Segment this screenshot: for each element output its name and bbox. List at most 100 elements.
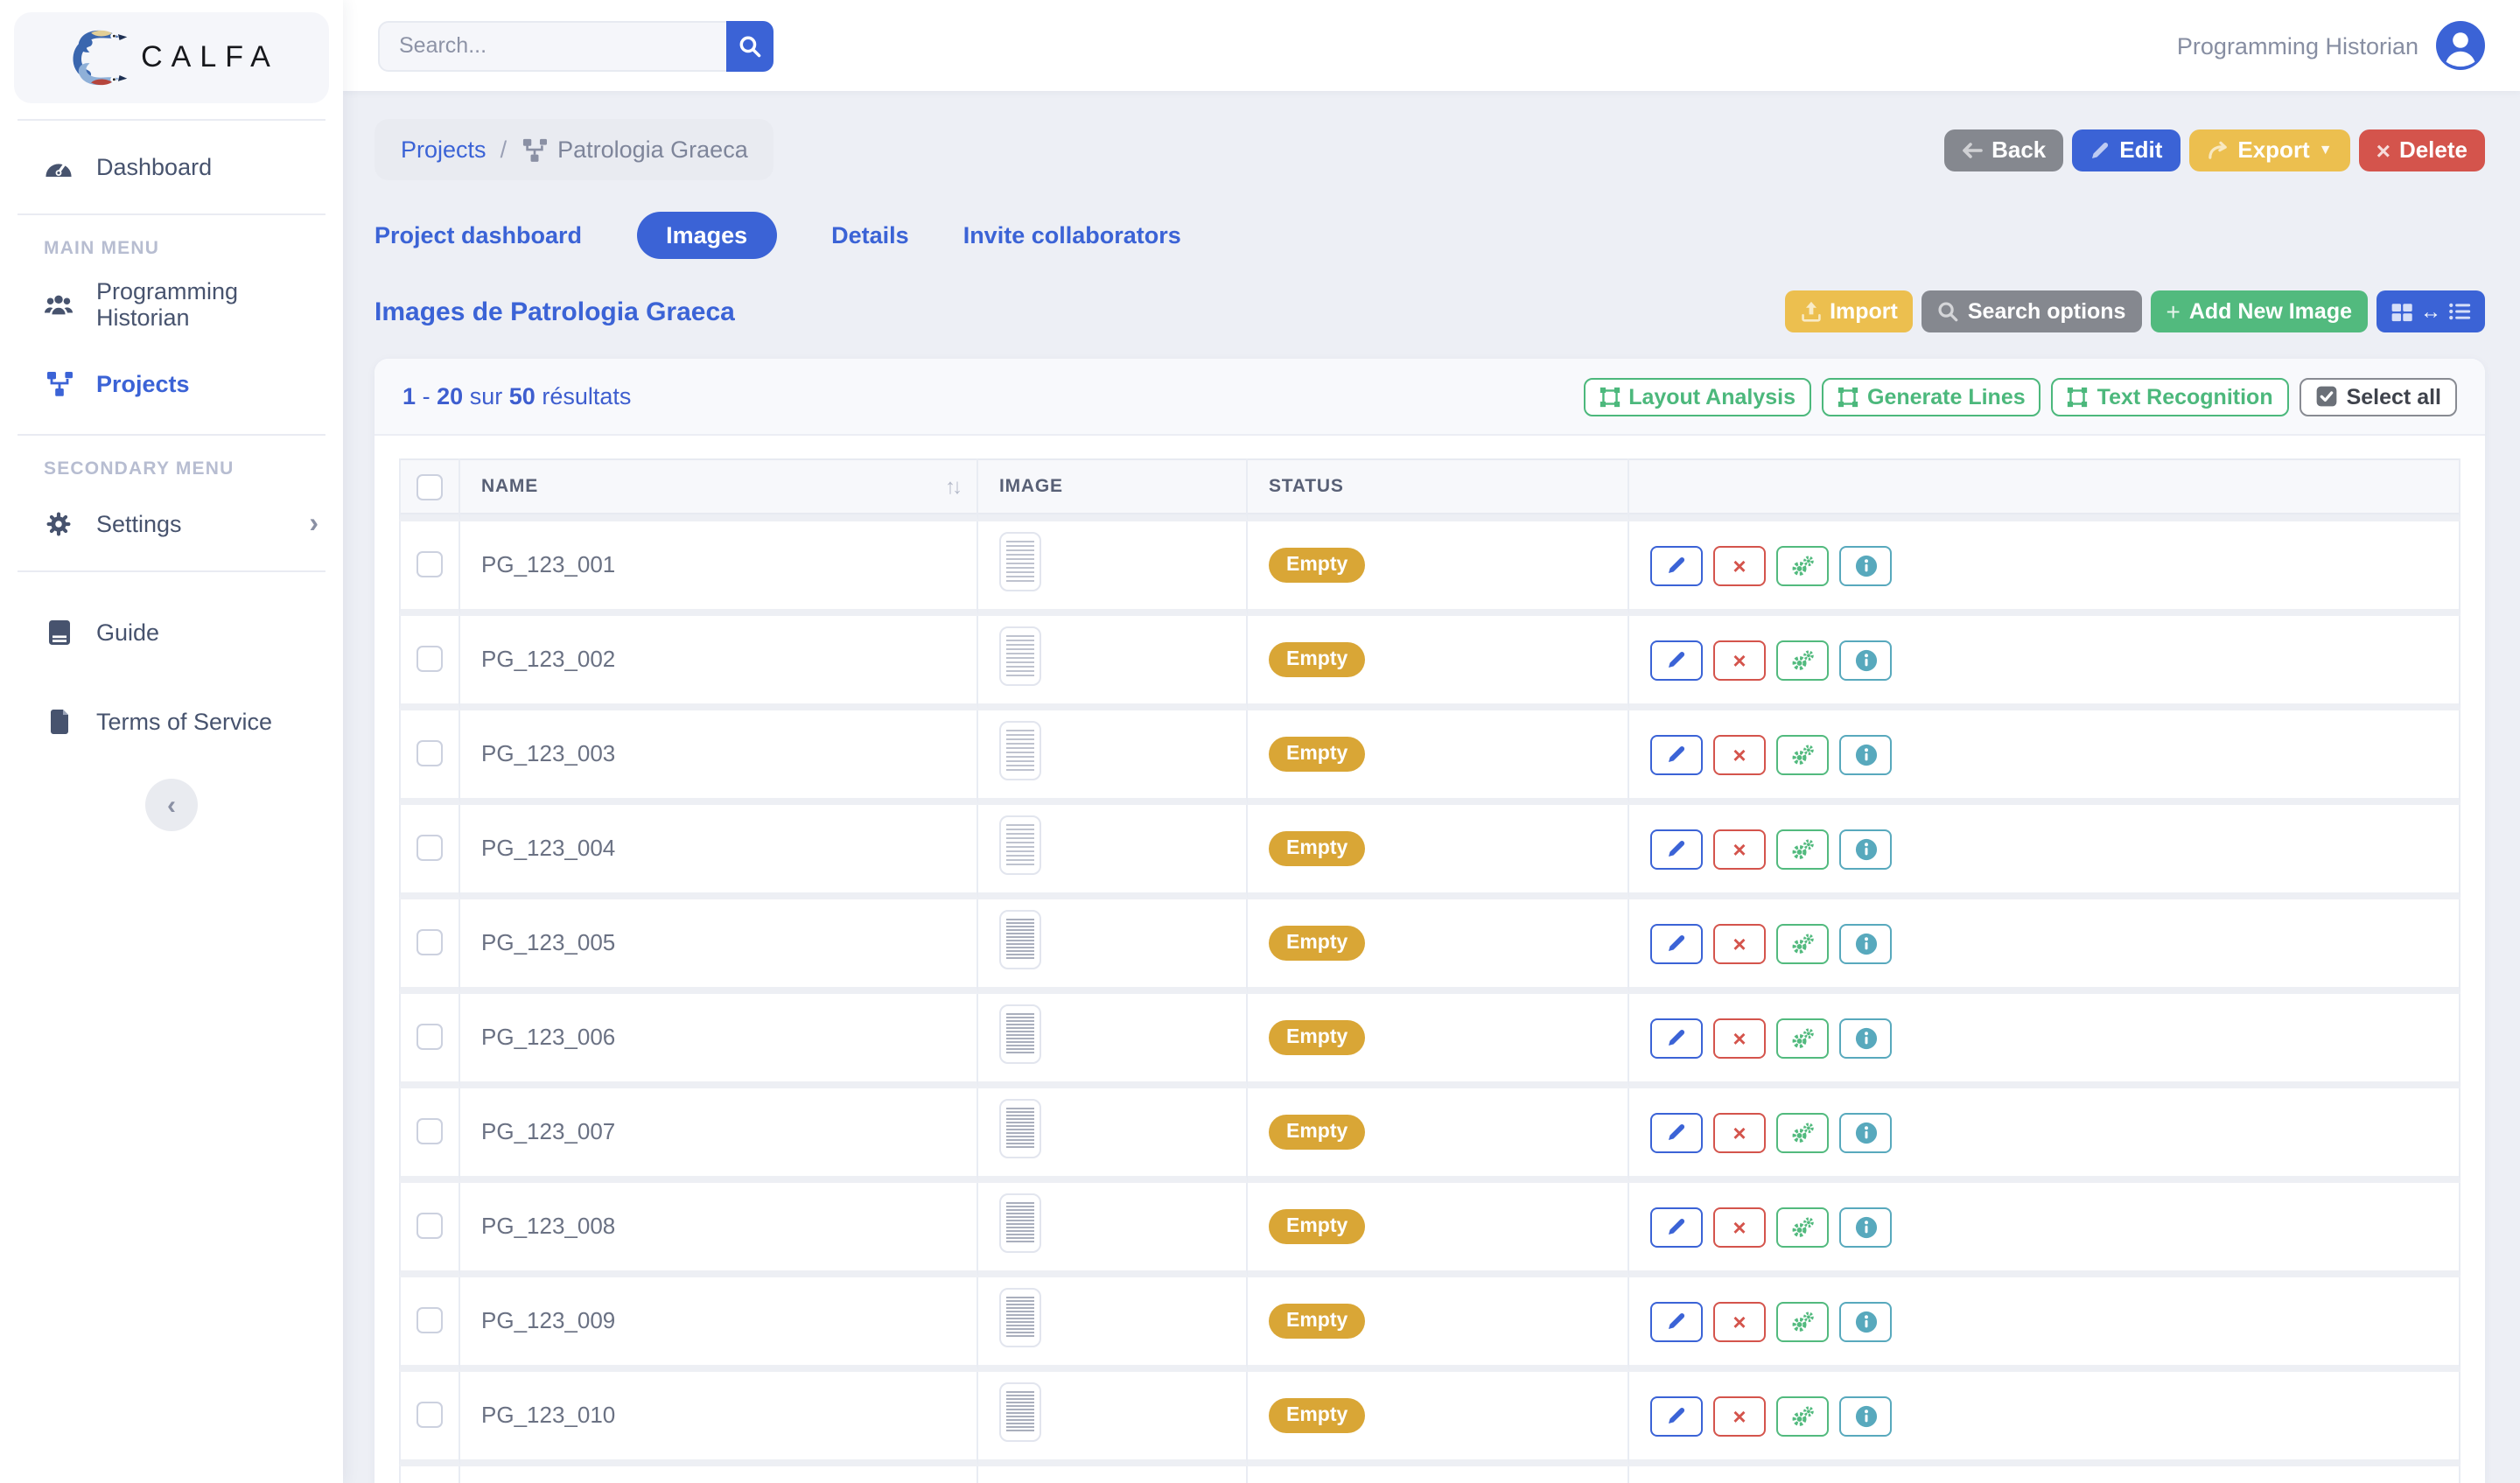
row-delete-button[interactable]: × [1713, 1207, 1766, 1247]
row-process-button[interactable] [1776, 829, 1829, 869]
image-thumbnail[interactable] [999, 815, 1041, 874]
search-input[interactable] [378, 20, 774, 71]
row-checkbox[interactable] [416, 1118, 443, 1145]
column-header-status: STATUS [1248, 458, 1629, 521]
tab-images[interactable]: Images [636, 211, 778, 258]
column-header-name[interactable]: NAME ↑↓ [460, 458, 978, 521]
row-delete-button[interactable]: × [1713, 734, 1766, 774]
row-edit-button[interactable] [1650, 829, 1703, 869]
header-checkbox[interactable] [416, 473, 443, 500]
generate-lines-button[interactable]: Generate Lines [1822, 377, 2041, 416]
sidebar-item-terms[interactable]: Terms of Service [0, 686, 343, 758]
layout-analysis-button[interactable]: Layout Analysis [1583, 377, 1811, 416]
search-options-button[interactable]: Search options [1922, 290, 2142, 332]
row-process-button[interactable] [1776, 734, 1829, 774]
row-delete-button[interactable]: × [1713, 1396, 1766, 1436]
row-checkbox[interactable] [416, 1213, 443, 1240]
row-info-button[interactable] [1839, 1018, 1892, 1058]
sidebar-item-guide[interactable]: Guide [0, 597, 343, 668]
row-edit-button[interactable] [1650, 734, 1703, 774]
row-info-button[interactable] [1839, 829, 1892, 869]
sidebar-item-dashboard[interactable]: Dashboard [0, 131, 343, 203]
image-thumbnail[interactable] [999, 626, 1041, 685]
row-info-button[interactable] [1839, 545, 1892, 585]
add-new-image-button[interactable]: + Add New Image [2150, 290, 2368, 332]
row-process-button[interactable] [1776, 1112, 1829, 1152]
row-delete-button[interactable]: × [1713, 545, 1766, 585]
row-edit-button[interactable] [1650, 640, 1703, 680]
view-toggle-button[interactable]: ↔ [2376, 290, 2485, 332]
row-process-button[interactable] [1776, 923, 1829, 963]
row-info-button[interactable] [1839, 734, 1892, 774]
row-checkbox-cell [399, 1277, 460, 1372]
image-thumbnail[interactable] [999, 1193, 1041, 1252]
import-button[interactable]: Import [1784, 290, 1914, 332]
row-checkbox[interactable] [416, 551, 443, 578]
row-checkbox[interactable] [416, 1024, 443, 1051]
row-process-button[interactable] [1776, 1301, 1829, 1341]
select-all-button[interactable]: Select all [2299, 377, 2457, 416]
image-thumbnail[interactable] [999, 1287, 1041, 1347]
row-delete-button[interactable]: × [1713, 640, 1766, 680]
row-checkbox[interactable] [416, 929, 443, 956]
back-button[interactable]: Back [1944, 129, 2064, 171]
user-menu[interactable]: Programming Historian [2177, 21, 2485, 70]
delete-button[interactable]: × Delete [2358, 129, 2485, 171]
row-delete-button[interactable]: × [1713, 829, 1766, 869]
row-edit-button[interactable] [1650, 545, 1703, 585]
calfa-logo-icon [64, 24, 130, 91]
row-info-button[interactable] [1839, 1207, 1892, 1247]
row-delete-button[interactable]: × [1713, 1301, 1766, 1341]
info-icon [1854, 1215, 1877, 1238]
sidebar-item-team[interactable]: Programming Historian [0, 268, 343, 339]
row-process-button[interactable] [1776, 545, 1829, 585]
divider [18, 213, 326, 215]
row-delete-button[interactable]: × [1713, 1112, 1766, 1152]
image-thumbnail[interactable] [999, 1098, 1041, 1158]
row-checkbox[interactable] [416, 1402, 443, 1429]
calfa-logo[interactable]: CALFA [14, 12, 329, 103]
sidebar-collapse-button[interactable]: ‹ [145, 779, 198, 831]
breadcrumb-projects-link[interactable]: Projects [401, 136, 486, 163]
row-checkbox[interactable] [416, 646, 443, 673]
row-edit-button[interactable] [1650, 1112, 1703, 1152]
row-edit-button[interactable] [1650, 1018, 1703, 1058]
row-process-button[interactable] [1776, 1207, 1829, 1247]
row-edit-button[interactable] [1650, 1207, 1703, 1247]
row-info-button[interactable] [1839, 1301, 1892, 1341]
row-process-button[interactable] [1776, 1396, 1829, 1436]
export-button[interactable]: Export ▼ [2188, 129, 2350, 171]
row-checkbox[interactable] [416, 835, 443, 862]
row-process-button[interactable] [1776, 640, 1829, 680]
row-checkbox[interactable] [416, 740, 443, 767]
row-process-button[interactable] [1776, 1018, 1829, 1058]
column-header-actions [1629, 458, 2460, 521]
row-status-cell: Empty [1248, 1088, 1629, 1183]
row-edit-button[interactable] [1650, 1396, 1703, 1436]
image-thumbnail[interactable] [999, 1382, 1041, 1441]
batch-actions: Layout Analysis Generate Lines [1583, 377, 2457, 416]
image-thumbnail[interactable] [999, 909, 1041, 969]
tab-project-dashboard[interactable]: Project dashboard [374, 221, 583, 248]
row-delete-button[interactable]: × [1713, 923, 1766, 963]
sidebar-item-settings[interactable]: Settings › [0, 488, 343, 560]
row-edit-button[interactable] [1650, 1301, 1703, 1341]
row-name-cell: PG_123_010 [460, 1372, 978, 1466]
edit-button[interactable]: Edit [2072, 129, 2180, 171]
text-recognition-button[interactable]: Text Recognition [2051, 377, 2289, 416]
sort-icon[interactable]: ↑↓ [945, 474, 962, 499]
image-thumbnail[interactable] [999, 1004, 1041, 1063]
row-info-button[interactable] [1839, 1112, 1892, 1152]
row-info-button[interactable] [1839, 923, 1892, 963]
tab-invite-collaborators[interactable]: Invite collaborators [962, 221, 1181, 248]
row-edit-button[interactable] [1650, 923, 1703, 963]
sidebar-item-projects[interactable]: Projects [0, 348, 343, 420]
image-thumbnail[interactable] [999, 531, 1041, 591]
search-button[interactable] [726, 20, 774, 71]
row-checkbox[interactable] [416, 1307, 443, 1334]
row-info-button[interactable] [1839, 1396, 1892, 1436]
row-info-button[interactable] [1839, 640, 1892, 680]
image-thumbnail[interactable] [999, 720, 1041, 780]
row-delete-button[interactable]: × [1713, 1018, 1766, 1058]
tab-details[interactable]: Details [831, 221, 909, 248]
